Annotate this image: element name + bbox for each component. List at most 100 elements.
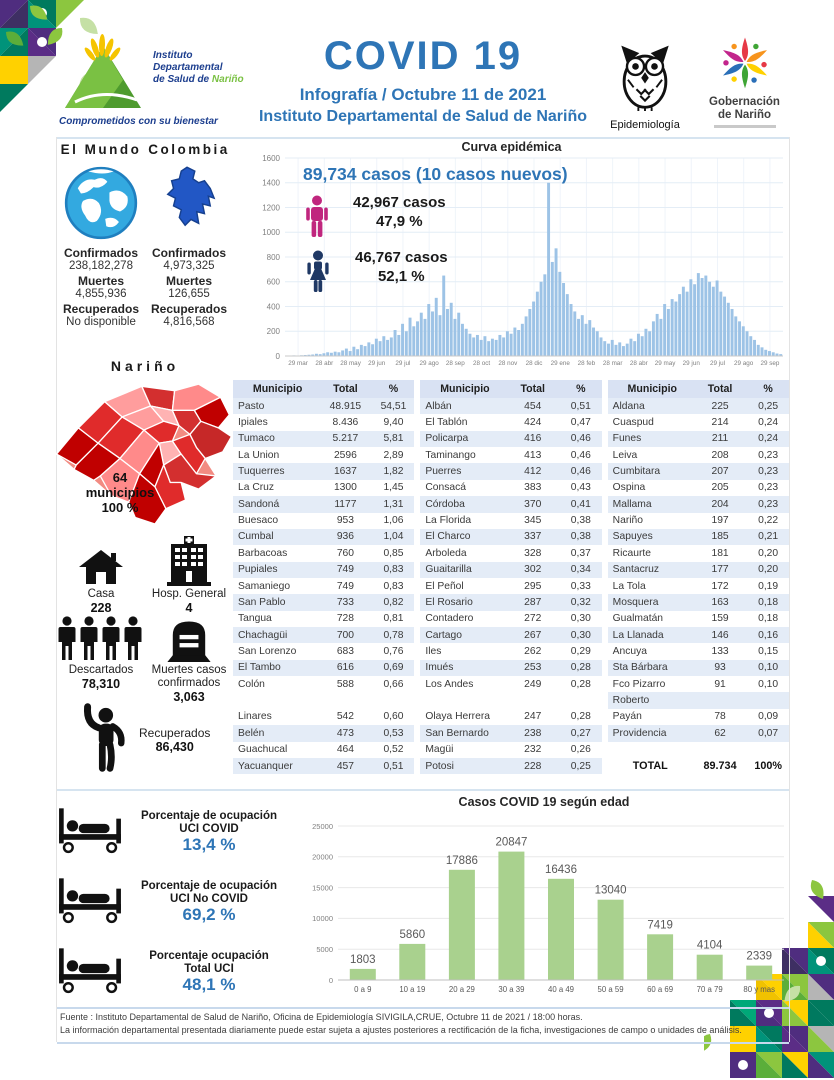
table-row (420, 692, 601, 708)
hospital-bed-icon (59, 878, 121, 924)
table-row: San Bernardo 238 0,27 (420, 725, 602, 742)
municipality-table-group-3: Municipio Total% Aldana 225 0,25 Cuaspud 214… (607, 380, 789, 786)
table-row: Santacruz 177 0,20 (607, 561, 789, 578)
logo-line: de Salud de Nariño (153, 74, 244, 85)
colombia-deaths-label: Muertes (165, 274, 212, 288)
owl-icon (621, 45, 669, 112)
gobernacion-star-icon (722, 37, 767, 89)
table-row: Puerres 412 0,46 (420, 463, 602, 480)
table-row: Ancuya 133 0,15 (612, 645, 779, 657)
hospital-bed-icon (59, 808, 121, 854)
table-row: Pasto 48.915 54,51 (233, 398, 415, 415)
table-row: Magüi 232 0,26 (425, 744, 591, 756)
svg-text:70 a 79: 70 a 79 (697, 985, 723, 994)
world-confirmed-label: Confirmados (63, 246, 138, 260)
recovered-label: Recuperados (139, 725, 211, 740)
svg-text:29 jul: 29 jul (395, 360, 410, 367)
table-row: Chachagüi 700 0,78 (233, 627, 415, 644)
table-row: Tangua 728 0,81 (238, 613, 404, 625)
table-row: Albán 454 0,51 (420, 398, 602, 415)
table-row: El Tambo 616 0,69 (233, 659, 415, 677)
epidemiologia-logo: Epidemiología (605, 38, 685, 131)
svg-text:1200: 1200 (262, 203, 280, 212)
world-confirmed-value: 238,182,278 (69, 260, 133, 272)
house-icon (79, 550, 123, 584)
care-location-stats: Casa 228 (57, 534, 233, 615)
svg-text:29 jun: 29 jun (683, 360, 701, 367)
colombia-deaths-value: 126,655 (168, 288, 210, 300)
svg-text:1600: 1600 (262, 154, 280, 163)
page-title: COVID 19 (323, 34, 523, 78)
municipality-table-group-2: Municipio Total% Albán 454 0,51 El Tablón 42… (420, 380, 602, 786)
svg-text:0: 0 (276, 352, 281, 361)
gobernacion-rule (713, 125, 776, 128)
institution-name: Instituto Departamental de Salud de Nari… (258, 108, 588, 125)
table-row: Los Andes 249 0,28 (425, 678, 591, 690)
svg-text:4104: 4104 (697, 940, 723, 952)
corner-mosaic-decoration (0, 0, 98, 112)
table-row: Mallama 204 0,23 (607, 496, 789, 513)
outcome-stats: Descartados 78,310 Muertes casos confirma… (57, 610, 233, 704)
female-figure-icon (307, 250, 329, 292)
table-row: Guaitarilla 302 0,34 (420, 561, 602, 578)
person-waving-icon (83, 703, 125, 772)
table-row: San Lorenzo 683 0,76 (238, 645, 404, 657)
table-row: Consacá 383 0,43 (425, 482, 591, 494)
world-deaths-label: Muertes (77, 274, 124, 288)
footer-top-divider (57, 1007, 789, 1009)
epidemic-curve-section: Curva epidémica 0 200 400 600 800 1000 1200 140… (235, 140, 788, 375)
table-row: San Pablo 733 0,82 (233, 594, 415, 611)
instituto-logo: Instituto Departamental de Salud de Nari… (57, 34, 337, 116)
table-row: Belén 473 0,53 (233, 725, 415, 742)
narino-map (50, 373, 238, 538)
table-row: Fco Pizarro 91 0,10 (612, 678, 779, 690)
table-row: Roberto (607, 692, 789, 709)
svg-text:40 a 49: 40 a 49 (548, 985, 574, 994)
table-row: Payán 78 0,09 (612, 711, 779, 723)
svg-text:29 jul: 29 jul (710, 360, 725, 367)
table-row: Guachucal 464 0,52 (238, 744, 404, 756)
table-row: Contadero 272 0,30 (425, 613, 591, 625)
svg-text:20847: 20847 (495, 837, 527, 849)
footer-bottom-divider (57, 1042, 789, 1044)
svg-text:800: 800 (267, 253, 281, 262)
svg-text:5000: 5000 (316, 945, 333, 954)
discarded-value: 78,310 (81, 677, 121, 691)
table-row: Cumbitara 207 0,23 (607, 463, 789, 480)
municipality-table-group-1: Municipio Total% Pasto 48.915 54,51 Ipiales … (233, 380, 415, 786)
table-row: Tumaco 5.217 5,81 (233, 430, 415, 448)
table-row: Buesaco 953 1,06 (238, 515, 404, 527)
table-row: Olaya Herrera 247 0,28 (425, 711, 591, 723)
svg-text:29 sep: 29 sep (760, 360, 779, 367)
table-row: La Llanada 146 0,16 (607, 627, 789, 644)
svg-text:400: 400 (267, 302, 281, 311)
uci-total-label-2: Total UCI (184, 962, 234, 975)
svg-text:1400: 1400 (262, 179, 280, 188)
table-row: El Peñol 295 0,33 (425, 580, 591, 592)
instituto-logo-text: Instituto Departamental de Salud de Nari… (153, 50, 244, 116)
colombia-confirmed-value: 4,973,325 (163, 260, 215, 272)
table-row: Barbacoas 760 0,85 (238, 547, 404, 559)
table-row: El Charco 337 0,38 (420, 528, 602, 546)
svg-text:80 y mas: 80 y mas (743, 985, 775, 994)
people-group-icon (58, 616, 142, 660)
uci-covid-label-2: UCI COVID (179, 822, 239, 835)
hospital-stat: Hosp. General 4 (145, 534, 233, 615)
table-row: Samaniego 749 0,83 (238, 580, 404, 592)
svg-text:28 nov: 28 nov (498, 360, 518, 367)
narino-choropleth-icon (55, 383, 233, 525)
header-divider (57, 137, 789, 139)
home-care-value: 228 (90, 601, 112, 615)
table-row: Funes 211 0,24 (607, 430, 789, 448)
svg-text:28 mar: 28 mar (603, 360, 623, 367)
table-row: Arboleda 328 0,37 (425, 547, 591, 559)
svg-text:20000: 20000 (312, 853, 333, 862)
male-cases-pct: 47,9 % (375, 213, 423, 230)
male-figure-icon (306, 195, 328, 237)
hospital-icon (167, 536, 211, 586)
table-row: Taminango 413 0,46 (425, 449, 591, 461)
svg-text:50 a 59: 50 a 59 (598, 985, 624, 994)
instituto-mountain-icon (65, 34, 141, 108)
table-row: Yacuanquer 457 0,51 (233, 757, 415, 775)
